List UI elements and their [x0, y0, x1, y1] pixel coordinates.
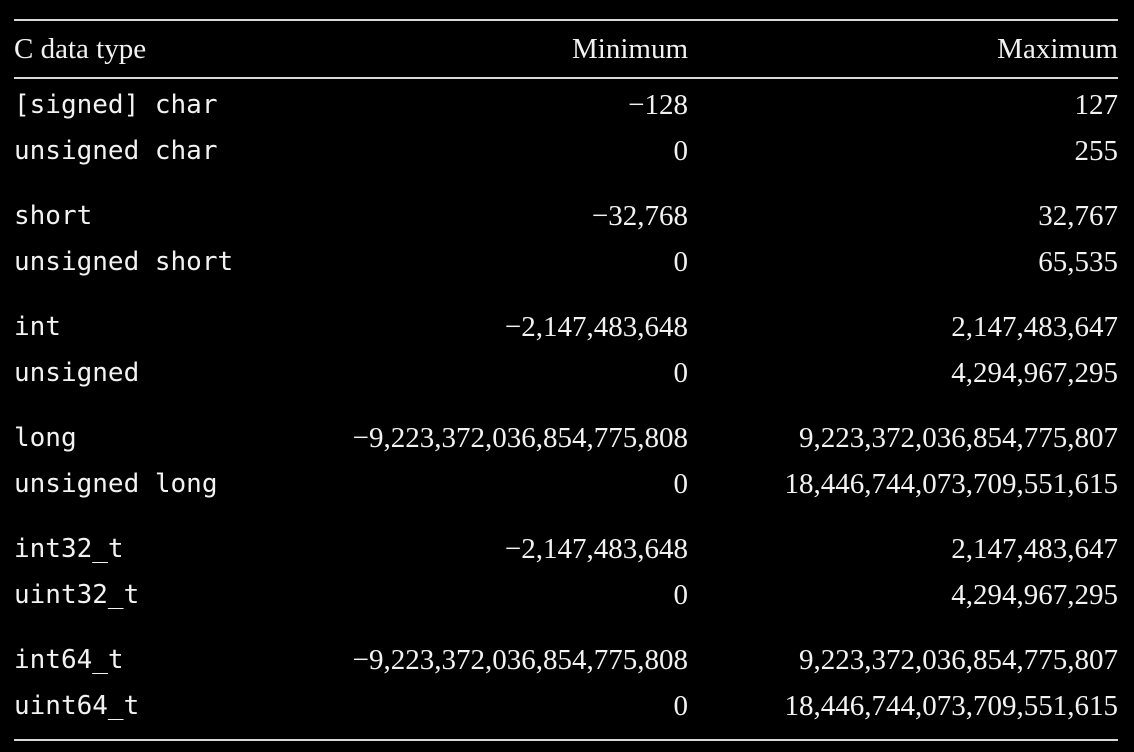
maximum-cell: 255	[1074, 134, 1119, 167]
minimum-cell: 0	[673, 134, 689, 167]
maximum-cell: 9,223,372,036,854,775,807	[799, 421, 1118, 454]
maximum-cell: 65,535	[1038, 245, 1118, 278]
minimum-cell: −128	[628, 88, 688, 121]
type-cell: unsigned long	[14, 468, 218, 499]
header-type: C data type	[14, 33, 147, 65]
table-body: [signed] char −128 127 unsigned char 0 255 sho…	[14, 79, 1118, 729]
table-row: unsigned char 0 255	[14, 128, 1118, 174]
header-row: C data type Minimum Maximum	[14, 21, 1118, 77]
type-cell: short	[14, 200, 93, 231]
table-row: uint32_t 0 4,294,967,295	[14, 572, 1118, 618]
maximum-cell: 2,147,483,647	[951, 310, 1118, 343]
table-row: long −9,223,372,036,854,775,808 9,223,372,…	[14, 415, 1118, 461]
table-row: int64_t −9,223,372,036,854,775,808 9,223,3…	[14, 637, 1118, 683]
minimum-cell: −9,223,372,036,854,775,808	[352, 421, 688, 454]
table-row: [signed] char −128 127	[14, 82, 1118, 128]
minimum-cell: −32,768	[591, 199, 688, 232]
type-cell: unsigned short	[14, 246, 234, 277]
bottom-rule	[14, 738, 1118, 741]
header-rule	[14, 77, 1118, 79]
table-row: int −2,147,483,648 2,147,483,647	[14, 304, 1118, 350]
minimum-cell: 0	[673, 356, 689, 389]
top-rule	[14, 19, 1118, 21]
type-cell: int	[14, 311, 61, 342]
type-cell: uint32_t	[14, 579, 140, 610]
type-cell: [signed] char	[14, 89, 218, 120]
header-maximum: Maximum	[997, 33, 1118, 65]
type-cell: uint64_t	[14, 690, 140, 721]
table-row: unsigned short 0 65,535	[14, 239, 1118, 285]
maximum-cell: 2,147,483,647	[951, 532, 1118, 565]
table-row: uint64_t 0 18,446,744,073,709,551,615	[14, 683, 1118, 729]
data-type-range-table: C data type Minimum Maximum [signed] cha…	[14, 19, 1118, 741]
minimum-cell: 0	[673, 689, 689, 722]
type-cell: unsigned	[14, 357, 140, 388]
minimum-cell: −2,147,483,648	[504, 310, 688, 343]
maximum-cell: 32,767	[1038, 199, 1118, 232]
minimum-cell: 0	[673, 578, 689, 611]
header-minimum: Minimum	[571, 33, 688, 65]
maximum-cell: 127	[1074, 88, 1119, 121]
table-row: int32_t −2,147,483,648 2,147,483,647	[14, 526, 1118, 572]
maximum-cell: 9,223,372,036,854,775,807	[799, 643, 1118, 676]
maximum-cell: 4,294,967,295	[951, 356, 1118, 389]
table-row: unsigned long 0 18,446,744,073,709,551,615	[14, 461, 1118, 507]
type-cell: int32_t	[14, 533, 124, 564]
minimum-cell: 0	[673, 245, 689, 278]
minimum-cell: −9,223,372,036,854,775,808	[352, 643, 688, 676]
table-row: short −32,768 32,767	[14, 193, 1118, 239]
minimum-cell: −2,147,483,648	[504, 532, 688, 565]
maximum-cell: 18,446,744,073,709,551,615	[784, 689, 1119, 722]
maximum-cell: 4,294,967,295	[951, 578, 1118, 611]
maximum-cell: 18,446,744,073,709,551,615	[784, 467, 1119, 500]
table-row: unsigned 0 4,294,967,295	[14, 350, 1118, 396]
type-cell: long	[14, 422, 77, 453]
type-cell: int64_t	[14, 644, 124, 675]
minimum-cell: 0	[673, 467, 689, 500]
type-cell: unsigned char	[14, 135, 218, 166]
